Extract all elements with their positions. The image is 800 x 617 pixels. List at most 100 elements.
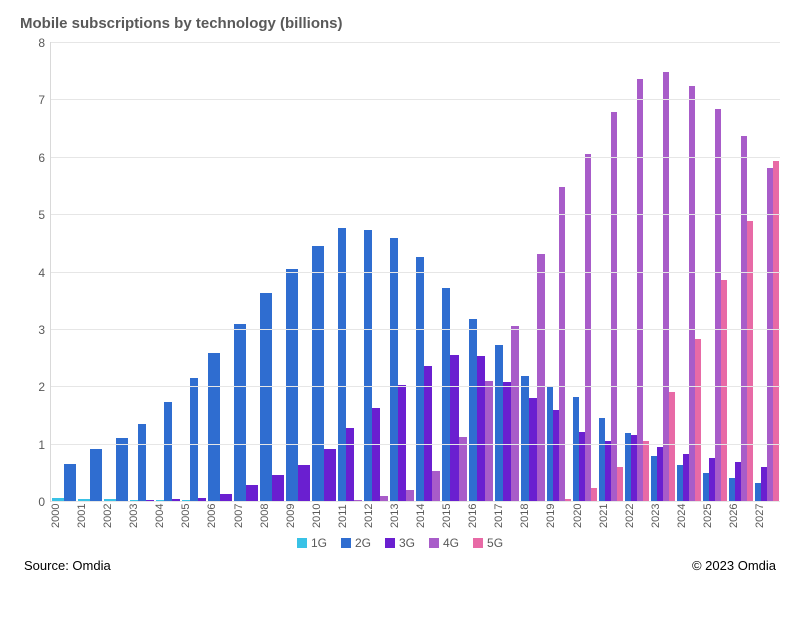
x-tick-label: 2007	[233, 502, 259, 532]
copyright-text: © 2023 Omdia	[692, 558, 776, 573]
x-tick-label: 2015	[441, 502, 467, 532]
bar-5G	[643, 441, 649, 501]
gridline: 1	[51, 444, 780, 445]
x-tick-label: 2002	[102, 502, 128, 532]
legend-item-2G: 2G	[341, 536, 371, 550]
bar-4G	[485, 381, 493, 501]
bar-4G	[537, 254, 545, 501]
gridline: 4	[51, 272, 780, 273]
legend-label: 2G	[355, 536, 371, 550]
bar-3G	[298, 465, 310, 501]
bar-5G	[721, 280, 727, 501]
gridline: 8	[51, 42, 780, 43]
legend-swatch	[341, 538, 351, 548]
bar-2G	[364, 230, 372, 501]
bar-5G	[669, 392, 675, 501]
plot-area: 012345678	[50, 42, 780, 502]
legend-swatch	[385, 538, 395, 548]
bar-4G	[459, 437, 467, 501]
bar-5G	[773, 161, 779, 501]
legend-item-4G: 4G	[429, 536, 459, 550]
bar-3G	[372, 408, 380, 501]
bar-5G	[617, 467, 623, 501]
x-tick-label: 2005	[180, 502, 206, 532]
bar-2G	[64, 464, 76, 501]
bar-2G	[442, 288, 450, 501]
footer: Source: Omdia © 2023 Omdia	[20, 558, 780, 573]
bar-3G	[529, 398, 537, 501]
bar-4G	[406, 490, 414, 501]
bar-2G	[138, 424, 146, 501]
chart-container: Mobile subscriptions by technology (bill…	[0, 0, 800, 617]
y-tick-label: 1	[27, 438, 51, 452]
x-tick-label: 2000	[50, 502, 76, 532]
bar-3G	[477, 356, 485, 501]
bar-2G	[116, 438, 128, 501]
gridline: 3	[51, 329, 780, 330]
bar-2G	[234, 324, 246, 501]
bar-3G	[272, 475, 284, 501]
x-tick-label: 2016	[467, 502, 493, 532]
legend-item-3G: 3G	[385, 536, 415, 550]
bar-2G	[416, 257, 424, 501]
bar-4G	[585, 154, 591, 501]
bar-3G	[503, 382, 511, 501]
bar-2G	[90, 449, 102, 501]
x-tick-label: 2017	[493, 502, 519, 532]
chart-area: 012345678 200020012002200320042005200620…	[20, 42, 780, 532]
bar-2G	[312, 246, 324, 501]
x-tick-label: 2027	[754, 502, 780, 532]
bar-5G	[695, 339, 701, 501]
legend-item-1G: 1G	[297, 536, 327, 550]
bar-3G	[246, 485, 258, 501]
bar-3G	[346, 428, 354, 501]
bar-4G	[637, 79, 643, 501]
y-tick-label: 8	[27, 36, 51, 50]
x-tick-label: 2023	[650, 502, 676, 532]
bar-2G	[338, 228, 346, 501]
x-tick-label: 2014	[415, 502, 441, 532]
y-tick-label: 6	[27, 151, 51, 165]
bar-2G	[260, 293, 272, 501]
gridline: 5	[51, 214, 780, 215]
x-tick-label: 2008	[259, 502, 285, 532]
x-tick-label: 2022	[624, 502, 650, 532]
gridline: 7	[51, 99, 780, 100]
x-tick-label: 2025	[702, 502, 728, 532]
legend-label: 3G	[399, 536, 415, 550]
legend-swatch	[297, 538, 307, 548]
bar-2G	[208, 353, 220, 501]
x-tick-label: 2013	[389, 502, 415, 532]
bar-2G	[164, 402, 172, 501]
y-tick-label: 3	[27, 323, 51, 337]
x-tick-label: 2012	[363, 502, 389, 532]
source-text: Source: Omdia	[24, 558, 111, 573]
x-tick-label: 2018	[519, 502, 545, 532]
x-tick-label: 2020	[572, 502, 598, 532]
legend-swatch	[473, 538, 483, 548]
x-tick-label: 2026	[728, 502, 754, 532]
bar-2G	[286, 269, 298, 501]
x-tick-label: 2006	[206, 502, 232, 532]
bar-2G	[190, 378, 198, 501]
chart-title: Mobile subscriptions by technology (bill…	[20, 15, 780, 32]
legend: 1G 2G 3G 4G 5G	[20, 536, 780, 550]
bar-5G	[747, 221, 753, 501]
bar-3G	[450, 355, 458, 501]
bar-3G	[324, 449, 336, 501]
x-tick-label: 2021	[598, 502, 624, 532]
bar-2G	[521, 376, 529, 501]
bar-4G	[559, 187, 565, 501]
bar-4G	[432, 471, 440, 501]
legend-label: 5G	[487, 536, 503, 550]
legend-label: 4G	[443, 536, 459, 550]
y-tick-label: 7	[27, 93, 51, 107]
x-tick-label: 2009	[285, 502, 311, 532]
x-tick-label: 2001	[76, 502, 102, 532]
y-tick-label: 2	[27, 380, 51, 394]
y-tick-label: 5	[27, 208, 51, 222]
bar-3G	[220, 494, 232, 501]
legend-item-5G: 5G	[473, 536, 503, 550]
x-tick-label: 2011	[337, 502, 363, 532]
bar-2G	[495, 345, 503, 501]
